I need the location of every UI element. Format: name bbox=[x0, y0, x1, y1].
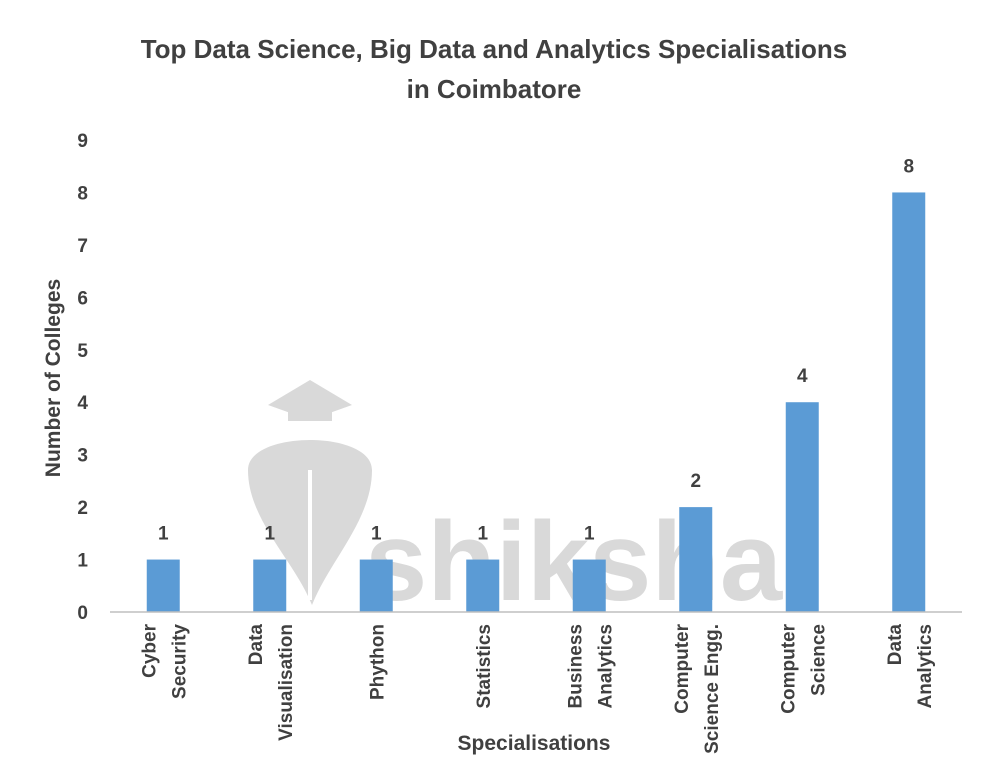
data-label: 1 bbox=[158, 524, 169, 545]
bar bbox=[146, 559, 180, 612]
y-tick-label: 3 bbox=[77, 446, 88, 467]
bar bbox=[679, 507, 713, 612]
y-tick-label: 4 bbox=[77, 393, 88, 414]
bar bbox=[892, 192, 926, 612]
x-tick-label: Cyber Security bbox=[139, 623, 190, 699]
data-label: 1 bbox=[477, 524, 488, 545]
x-tick-label-line: Computer bbox=[672, 623, 693, 713]
y-tick-label: 6 bbox=[77, 288, 88, 309]
x-tick-label: Data Analytics bbox=[885, 624, 936, 709]
data-label: 1 bbox=[584, 524, 595, 545]
chart-title-line-2: in Coimbatore bbox=[407, 74, 582, 104]
x-tick-label-line: Visualisation bbox=[276, 624, 297, 741]
bar bbox=[466, 559, 500, 612]
y-tick-label: 7 bbox=[77, 236, 88, 257]
x-tick-label-line: Science bbox=[808, 624, 829, 696]
bar bbox=[572, 559, 606, 612]
y-tick-label: 8 bbox=[77, 183, 88, 204]
mortarboard-base bbox=[288, 407, 332, 421]
x-tick-label-line: Analytics bbox=[915, 624, 936, 708]
x-tick-label: Computer Science bbox=[778, 623, 829, 713]
data-label: 8 bbox=[903, 156, 914, 177]
x-tick-label: Statistics bbox=[474, 624, 495, 708]
x-tick-label-line: Analytics bbox=[595, 624, 616, 708]
y-tick-label: 2 bbox=[77, 498, 88, 519]
x-tick-label-line: Science Engg. bbox=[702, 624, 723, 754]
x-axis-title: Specialisations bbox=[458, 732, 611, 755]
x-tick-label-line: Statistics bbox=[474, 624, 495, 708]
x-tick-label-line: Phython bbox=[367, 624, 388, 700]
x-tick-label-line: Business bbox=[565, 624, 586, 708]
x-tick-label-line: Security bbox=[169, 624, 190, 699]
x-tick-label-line: Data bbox=[885, 624, 906, 666]
data-label: 2 bbox=[690, 471, 701, 492]
chart-title-line-1: Top Data Science, Big Data and Analytics… bbox=[141, 34, 848, 64]
x-tick-label: Computer Science Engg. bbox=[672, 623, 723, 753]
y-axis-ticks: 0 1 2 3 4 5 6 7 8 9 bbox=[77, 131, 88, 624]
x-axis-tick-labels: Cyber Security Data Visualisation Phython Sta… bbox=[139, 623, 936, 753]
bar bbox=[359, 559, 393, 612]
data-label: 4 bbox=[797, 366, 808, 387]
x-tick-label-line: Data bbox=[246, 624, 267, 666]
y-tick-label: 9 bbox=[77, 131, 88, 152]
data-label: 1 bbox=[264, 524, 275, 545]
y-tick-label: 1 bbox=[77, 551, 88, 572]
x-tick-label: Data Visualisation bbox=[246, 624, 297, 741]
x-tick-label-line: Computer bbox=[778, 623, 799, 713]
y-axis-title: Number of Colleges bbox=[42, 279, 65, 477]
bar bbox=[253, 559, 287, 612]
x-tick-label-line: Cyber bbox=[139, 623, 160, 677]
bars-group bbox=[146, 192, 926, 612]
data-label: 1 bbox=[371, 524, 382, 545]
bar bbox=[785, 402, 819, 612]
x-tick-label: Business Analytics bbox=[565, 624, 616, 708]
y-tick-label: 5 bbox=[77, 341, 88, 362]
data-labels-group: 1 1 1 1 1 2 4 8 bbox=[158, 156, 914, 544]
y-tick-label: 0 bbox=[77, 603, 88, 624]
x-tick-label: Phython bbox=[367, 624, 388, 700]
